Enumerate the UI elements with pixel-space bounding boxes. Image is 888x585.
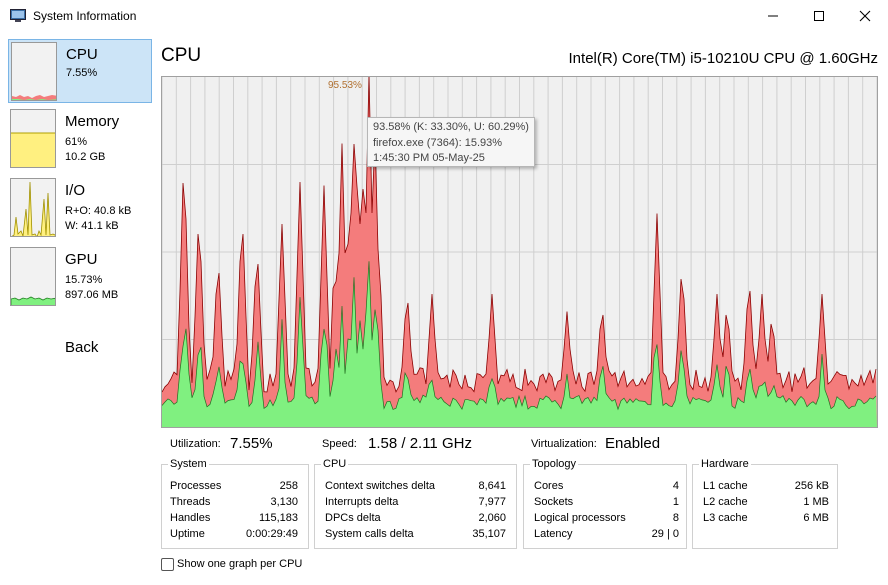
row-value: 2,060 — [478, 512, 506, 524]
io-write-text: W: 41.1 kB — [65, 220, 119, 232]
speed-label: Speed: — [322, 438, 357, 450]
graph-tooltip: 93.58% (K: 33.30%, U: 60.29%) firefox.ex… — [367, 117, 535, 167]
cpu-usage-text: 7.55% — [66, 67, 98, 79]
row-value: 258 — [279, 480, 298, 492]
row-label: Interrupts delta — [325, 496, 399, 508]
sidebar-item-label: CPU — [66, 46, 98, 63]
row-value: 6 MB — [803, 512, 829, 524]
virtualization-label: Virtualization: — [531, 438, 597, 450]
sidebar-item-io[interactable]: I/O R+O: 40.8 kB W: 41.1 kB — [8, 176, 152, 240]
row-label: Sockets — [534, 496, 574, 508]
title-bar: System Information — [0, 0, 888, 34]
sidebar-item-cpu[interactable]: CPU 7.55% — [8, 39, 152, 103]
gpu-mini-graph — [11, 296, 55, 305]
virtualization-value: Enabled — [605, 435, 661, 452]
row-label: DPCs delta — [325, 512, 381, 524]
io-thumbnail — [10, 178, 56, 237]
close-button[interactable] — [842, 0, 888, 32]
row-label: Handles — [170, 512, 211, 524]
maximize-button[interactable] — [796, 0, 842, 32]
close-icon — [859, 10, 871, 22]
utilization-value: 7.55% — [230, 435, 273, 452]
page-title: CPU — [161, 45, 202, 66]
row-label: Latency — [534, 528, 573, 540]
tooltip-process-line: firefox.exe (7364): 15.93% — [373, 136, 503, 149]
row-value: 1 MB — [803, 496, 829, 508]
cpu-model-name: Intel(R) Core(TM) i5-10210U CPU @ 1.60GH… — [568, 50, 878, 67]
cpu-thumbnail — [11, 42, 57, 101]
row-value: 256 kB — [794, 480, 829, 492]
group-title: Hardware — [699, 458, 751, 470]
row-label: System calls delta — [325, 528, 414, 540]
row-value: 115,183 — [259, 512, 298, 524]
group-title: Topology — [530, 458, 579, 470]
memory-percent-text: 61% — [65, 136, 88, 148]
back-link[interactable]: Back — [65, 339, 99, 356]
hardware-group: Hardware L1 cache 256 kB L2 cache 1 MB L… — [692, 458, 838, 549]
row-value: 1 — [672, 496, 679, 508]
cpu-mini-graph — [12, 95, 56, 100]
row-value: 8 — [672, 512, 679, 524]
sidebar-item-label: Memory — [65, 113, 120, 130]
tooltip-time-line: 1:45:30 PM 05-May-25 — [373, 152, 485, 164]
cpu-usage-graph[interactable] — [161, 73, 878, 428]
row-value: 7,977 — [478, 496, 506, 508]
memory-thumbnail — [10, 109, 56, 168]
gpu-thumbnail — [10, 247, 56, 306]
memory-size-text: 10.2 GB — [65, 151, 106, 163]
row-label: L3 cache — [703, 512, 748, 524]
io-read-text: R+O: 40.8 kB — [65, 205, 132, 217]
row-value: 4 — [672, 480, 679, 492]
io-mini-graph — [11, 181, 55, 236]
row-label: L2 cache — [703, 496, 748, 508]
memory-mini-graph — [11, 132, 55, 167]
topology-group: Topology Cores 4 Sockets 1 Logical proce… — [523, 458, 687, 549]
gpu-usage-text: 15.73% — [65, 274, 103, 286]
row-value: 3,130 — [270, 496, 298, 508]
utilization-label: Utilization: — [170, 438, 221, 450]
group-title: System — [168, 458, 209, 470]
peak-value-label: 95.53% — [328, 80, 362, 91]
speed-value: 1.58 / 2.11 GHz — [368, 435, 472, 452]
gpu-memory-text: 897.06 MB — [65, 289, 119, 301]
row-label: Logical processors — [534, 512, 626, 524]
sidebar-item-label: GPU — [65, 251, 98, 268]
sidebar-item-memory[interactable]: Memory 61% 10.2 GB — [8, 107, 152, 171]
maximize-icon — [814, 11, 824, 21]
row-label: Threads — [170, 496, 211, 508]
tooltip-usage-line: 93.58% (K: 33.30%, U: 60.29%) — [373, 121, 529, 133]
sidebar-item-label: I/O — [65, 182, 86, 199]
one-graph-per-cpu-checkbox[interactable] — [161, 558, 174, 571]
cpu-stats-group: CPU Context switches delta 8,641 Interru… — [314, 458, 517, 549]
row-label: Cores — [534, 480, 564, 492]
minimize-button[interactable] — [750, 0, 796, 32]
row-value: 0:00:29:49 — [246, 528, 298, 540]
row-value: 29 | 0 — [651, 528, 679, 540]
row-label: Uptime — [170, 528, 205, 540]
group-title: CPU — [321, 458, 349, 470]
window-title: System Information — [33, 9, 137, 23]
row-value: 35,107 — [472, 528, 506, 540]
row-value: 8,641 — [478, 480, 506, 492]
row-label: L1 cache — [703, 480, 748, 492]
cpu-usage-chart — [161, 73, 878, 427]
app-icon — [10, 9, 26, 22]
system-group: System Processes 258 Threads 3,130 Handl… — [161, 458, 309, 549]
minimize-icon — [768, 15, 778, 17]
checkbox-label[interactable]: Show one graph per CPU — [177, 558, 303, 570]
sidebar-item-gpu[interactable]: GPU 15.73% 897.06 MB — [8, 245, 152, 309]
row-label: Context switches delta — [325, 480, 436, 492]
row-label: Processes — [170, 480, 222, 492]
